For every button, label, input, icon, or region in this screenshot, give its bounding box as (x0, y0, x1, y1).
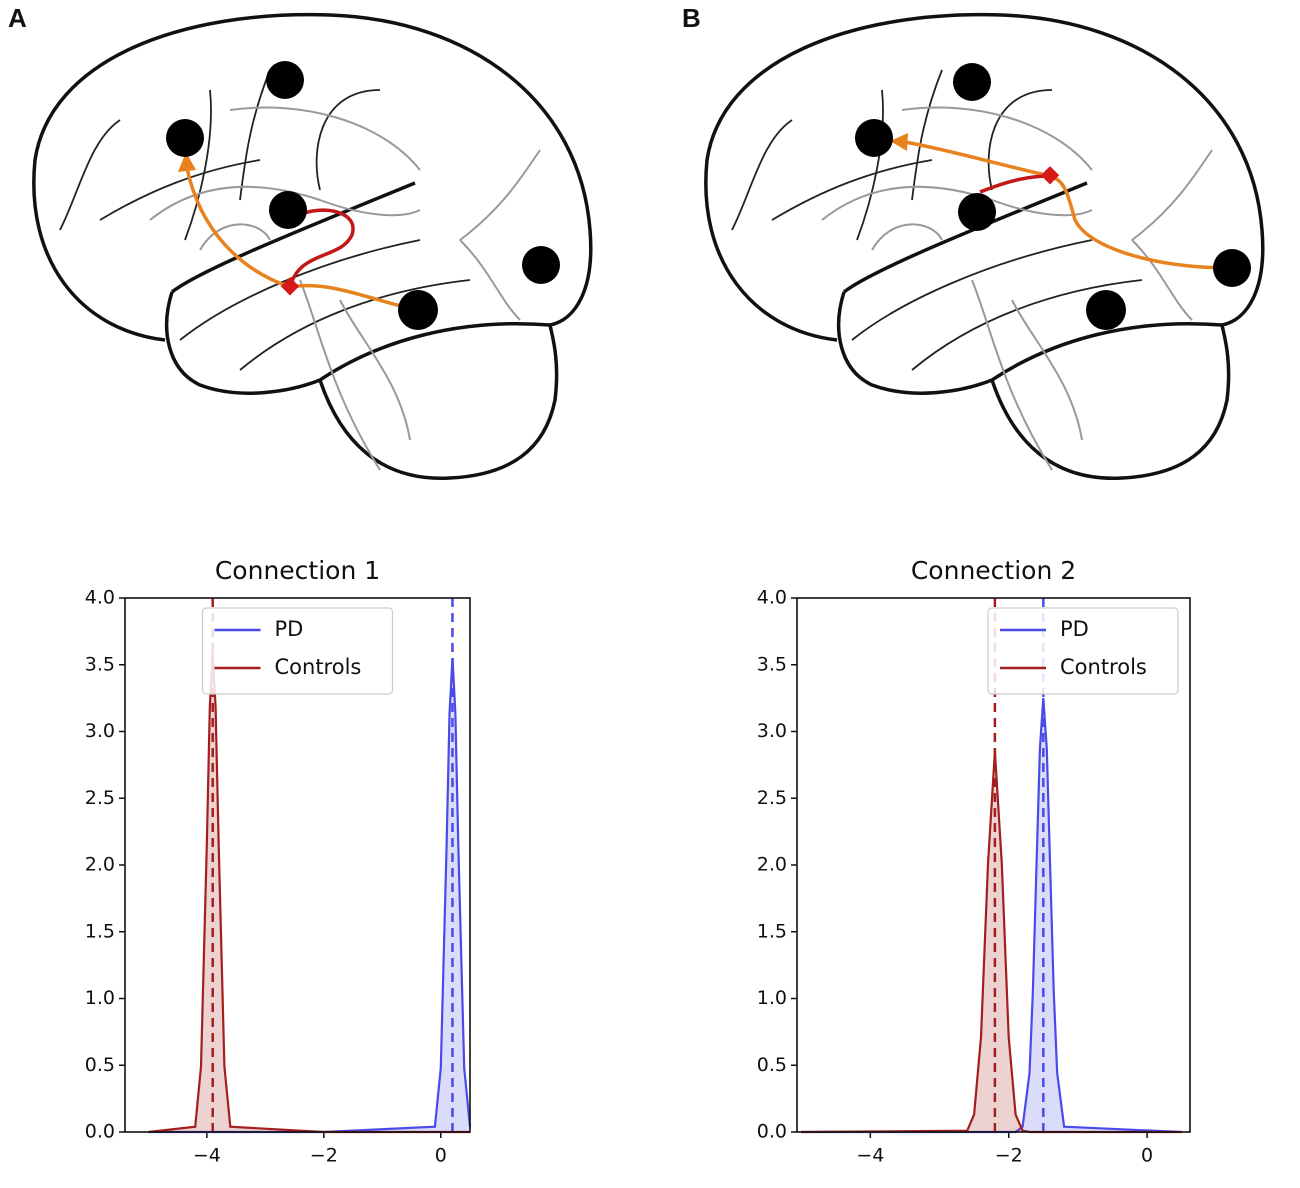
chart-title: Connection 1 (215, 556, 380, 585)
y-tick-label: 1.5 (757, 920, 787, 942)
density-fill (148, 651, 470, 1132)
y-tick-label: 1.0 (757, 987, 787, 1009)
density-fill (148, 658, 470, 1132)
y-tick-label: 0.0 (85, 1121, 115, 1143)
x-tick-label: −4 (193, 1145, 221, 1167)
legend-label: PD (1060, 617, 1089, 641)
y-tick-label: 4.0 (757, 587, 787, 609)
y-tick-label: 0.0 (757, 1121, 787, 1143)
x-tick-label: 0 (435, 1145, 447, 1167)
y-tick-label: 0.5 (85, 1054, 115, 1076)
legend-label: PD (275, 617, 304, 641)
axes-frame (796, 597, 1191, 1133)
x-tick-label: −4 (856, 1145, 884, 1167)
y-tick-label: 1.5 (85, 920, 115, 942)
axes-frame (124, 597, 471, 1133)
brain-diagram-b (704, 12, 1265, 481)
y-tick-label: 3.0 (757, 720, 787, 742)
y-tick-label: 1.0 (85, 987, 115, 1009)
y-tick-label: 2.5 (85, 787, 115, 809)
y-tick-label: 4.0 (85, 587, 115, 609)
panel-label: B (682, 3, 701, 33)
density-fill (801, 751, 1182, 1132)
density-line (148, 651, 470, 1134)
y-tick-label: 2.5 (757, 787, 787, 809)
y-tick-label: 2.0 (85, 854, 115, 876)
chart-title: Connection 2 (911, 556, 1076, 585)
y-tick-label: 0.5 (757, 1054, 787, 1076)
legend-label: Controls (275, 655, 362, 679)
y-tick-label: 3.5 (757, 653, 787, 675)
brain-diagram-a (32, 12, 593, 481)
x-tick-label: 0 (1141, 1145, 1153, 1167)
y-tick-label: 2.0 (757, 854, 787, 876)
x-tick-label: −2 (310, 1145, 338, 1167)
panel-label: A (8, 3, 27, 33)
y-tick-label: 3.5 (85, 653, 115, 675)
legend-label: Controls (1060, 655, 1147, 679)
density-line (148, 658, 472, 1134)
x-tick-label: −2 (995, 1145, 1023, 1167)
y-tick-label: 3.0 (85, 720, 115, 742)
